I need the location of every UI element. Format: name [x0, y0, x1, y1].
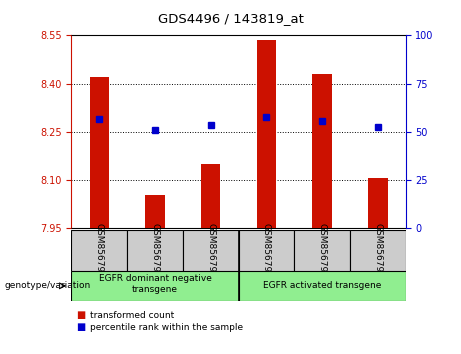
Bar — [127, 230, 183, 271]
Text: EGFR dominant negative
transgene: EGFR dominant negative transgene — [99, 274, 212, 295]
Text: GSM856796: GSM856796 — [318, 223, 327, 278]
Bar — [350, 230, 406, 271]
Text: GSM856793: GSM856793 — [150, 223, 160, 278]
Bar — [183, 230, 238, 271]
Text: transformed count: transformed count — [90, 310, 174, 320]
Text: GSM856795: GSM856795 — [262, 223, 271, 278]
Text: GSM856797: GSM856797 — [373, 223, 382, 278]
Text: genotype/variation: genotype/variation — [5, 281, 91, 290]
Bar — [294, 230, 350, 271]
Text: EGFR activated transgene: EGFR activated transgene — [263, 281, 381, 290]
Bar — [368, 178, 388, 228]
Text: GSM856792: GSM856792 — [95, 223, 104, 278]
Text: percentile rank within the sample: percentile rank within the sample — [90, 323, 243, 332]
Text: GSM856794: GSM856794 — [206, 223, 215, 278]
Text: GDS4496 / 143819_at: GDS4496 / 143819_at — [158, 12, 303, 25]
Bar — [239, 271, 406, 301]
Bar — [238, 230, 294, 271]
Bar — [89, 77, 109, 228]
Bar — [201, 164, 220, 228]
Text: ■: ■ — [76, 310, 85, 320]
Bar — [145, 195, 165, 228]
Bar — [71, 271, 239, 301]
Text: ■: ■ — [76, 322, 85, 332]
Bar — [313, 74, 332, 228]
Bar — [257, 40, 276, 228]
Bar — [71, 230, 127, 271]
